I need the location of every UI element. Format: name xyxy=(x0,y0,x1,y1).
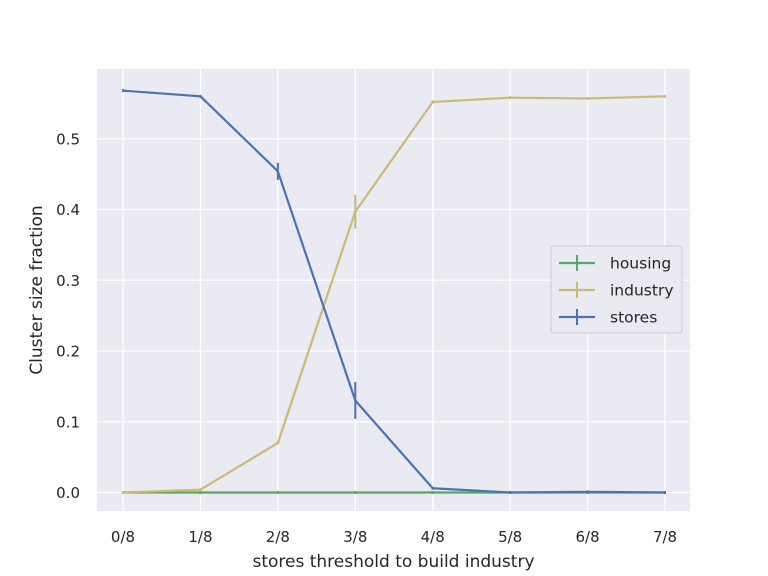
x-tick-label: 5/8 xyxy=(498,528,522,546)
x-tick-label: 1/8 xyxy=(188,528,212,546)
ticks: 0/8 1/8 2/8 3/8 4/8 5/8 6/8 7/8 0.0 0.1 0.2 0.3 0.4 0… xyxy=(56,130,677,546)
y-tick-label: 0.0 xyxy=(56,484,80,502)
series-line-stores xyxy=(122,89,666,494)
x-tick-label: 7/8 xyxy=(653,528,677,546)
y-tick-label: 0.1 xyxy=(56,413,80,431)
x-tick-label: 0/8 xyxy=(111,528,135,546)
legend-box xyxy=(550,245,683,334)
x-axis-label: stores threshold to build industry xyxy=(252,552,534,572)
series-layer xyxy=(122,89,667,494)
series-line-industry xyxy=(122,95,666,494)
y-axis-label: Cluster size fraction xyxy=(27,205,47,374)
legend: housing industry stores xyxy=(550,245,683,334)
series-industry xyxy=(122,94,667,494)
y-tick-label: 0.4 xyxy=(56,201,80,219)
series-stores xyxy=(122,89,667,494)
legend-label: industry xyxy=(610,282,674,300)
x-tick-label: 6/8 xyxy=(576,528,600,546)
legend-label: housing xyxy=(610,255,671,273)
legend-item-stores: stores xyxy=(559,309,657,327)
x-tick-label: 2/8 xyxy=(266,528,290,546)
y-tick-label: 0.2 xyxy=(56,343,80,361)
legend-item-housing: housing xyxy=(559,255,671,273)
legend-label: stores xyxy=(610,309,657,327)
legend-item-industry: industry xyxy=(559,282,674,300)
x-tick-label: 3/8 xyxy=(343,528,367,546)
y-tick-label: 0.3 xyxy=(56,272,80,290)
y-tick-label: 0.5 xyxy=(56,130,80,148)
x-tick-label: 4/8 xyxy=(421,528,445,546)
